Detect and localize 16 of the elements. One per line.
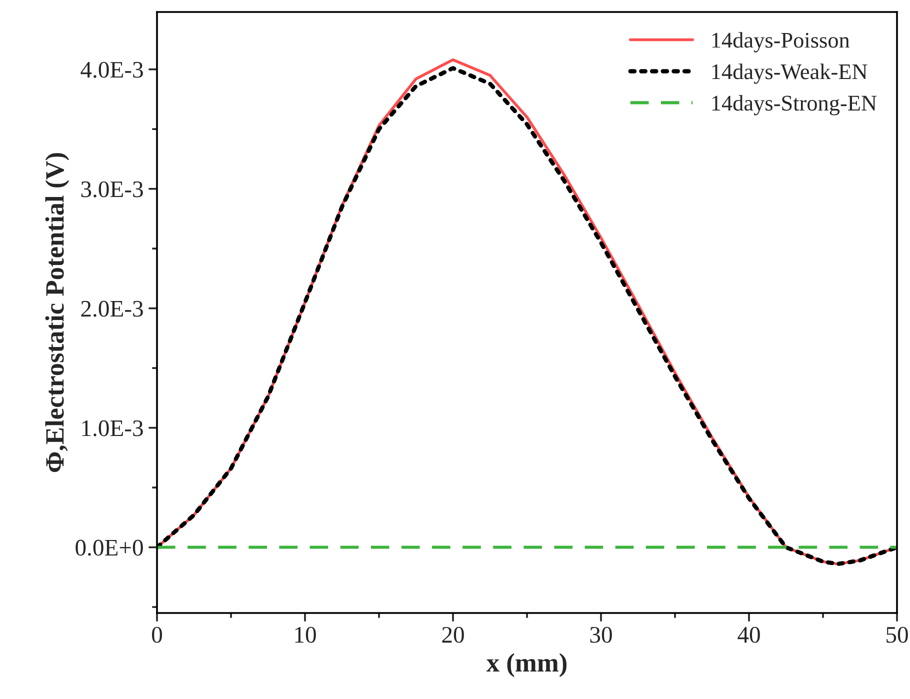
y-tick-label: 2.0E-3 [81,300,143,317]
x-tick-label: 30 [590,626,612,643]
x-tick-label: 10 [295,626,316,643]
legend-label: 14days-Weak-EN [712,64,868,84]
y-tick-label: 1.0E-3 [82,420,143,436]
x-tick-label: 50 [886,626,908,643]
x-tick-label: 20 [442,626,464,643]
y-tick-label: 4.0E-3 [80,62,143,78]
x-axis-title: x (mm) [486,653,567,678]
legend-label: 14days-Poisson [712,32,850,52]
x-tick-label: 0 [152,626,162,643]
x-tick-label: 40 [738,626,760,643]
y-tick-label: 0.0E+0 [76,540,143,556]
legend-label: 14days-Strong-EN [712,95,876,116]
y-axis-title: Φ,Electrostatic Potential (V) [45,153,70,472]
y-tick-label: 3.0E-3 [81,181,143,198]
